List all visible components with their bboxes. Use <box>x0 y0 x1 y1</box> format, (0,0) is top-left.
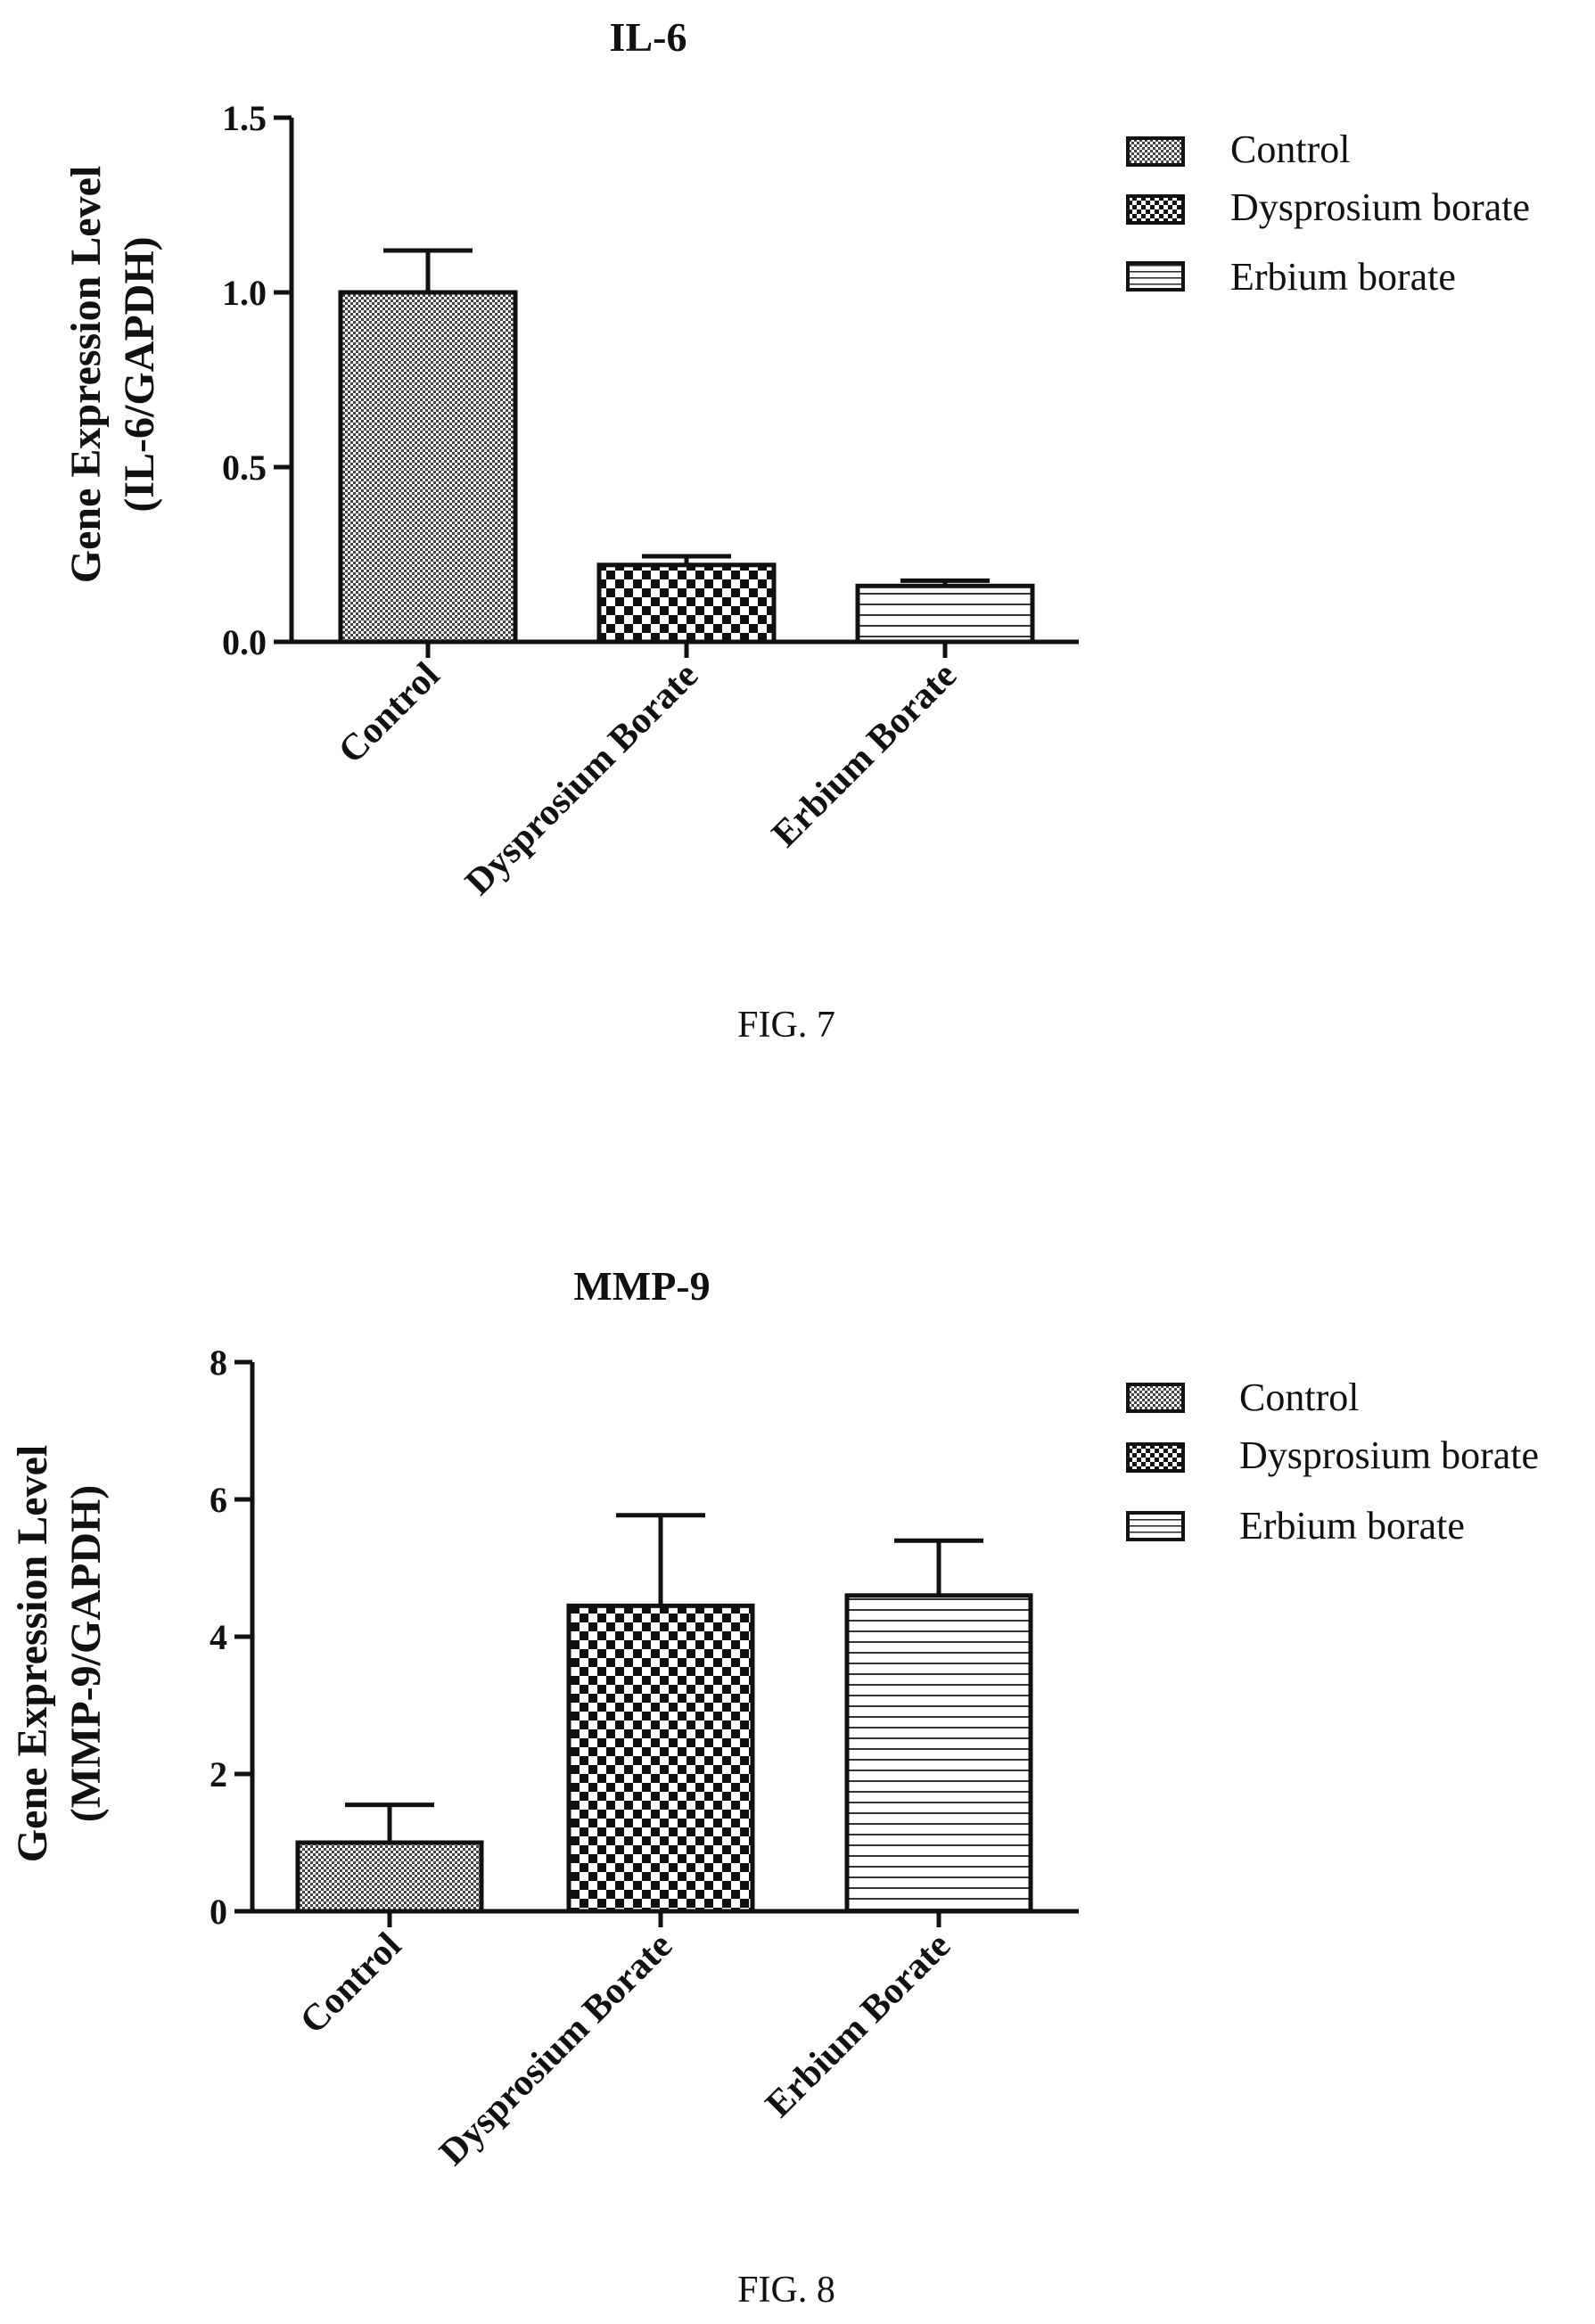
legend-swatch-erbium <box>1126 261 1185 292</box>
x-tick-labels: Control Dysprosium Borate Erbium Borate <box>331 655 965 904</box>
legend-swatch-control <box>1126 136 1185 167</box>
x-tick-labels: Control Dysprosium Borate Erbium Borate <box>292 1926 958 2174</box>
chart-title: MMP-9 <box>573 1263 710 1309</box>
x-tick-label-erbium-borate: Erbium Borate <box>758 1926 958 2126</box>
chart-il6: IL-6 Gene Expression Level (IL-6/GAPDH) … <box>62 14 1530 1046</box>
y-tick-label: 1.5 <box>222 98 267 138</box>
bar-control <box>295 1840 484 1914</box>
y-axis-ticks: 0.0 0.5 1.0 1.5 <box>222 98 292 662</box>
y-axis-title: Gene Expression Level (MMP-9/GAPDH) <box>9 1445 110 1862</box>
y-axis-title: Gene Expression Level (IL-6/GAPDH) <box>62 166 163 583</box>
y-tick-label: 8 <box>210 1343 227 1383</box>
figure-caption: FIG. 8 <box>737 2270 835 2311</box>
x-tick-label-control: Control <box>292 1926 409 2042</box>
legend-label-dysprosium: Dysprosium borate <box>1230 185 1530 229</box>
bars <box>338 248 1035 658</box>
bar-erbium-borate <box>855 583 1035 645</box>
y-tick-label: 1.0 <box>222 273 267 313</box>
legend-entry-control: Control <box>1126 127 1350 171</box>
y-axis-title-line1: Gene Expression Level <box>62 166 110 583</box>
y-tick-label: 0.0 <box>222 622 267 662</box>
legend-entry-erbium: Erbium borate <box>1126 1504 1465 1548</box>
bar-dysprosium-borate <box>566 1603 755 1914</box>
bar-control <box>338 290 518 645</box>
legend-entry-dysprosium: Dysprosium borate <box>1126 185 1530 229</box>
y-axis-ticks: 0 2 4 6 8 <box>210 1343 252 1932</box>
legend-entry-erbium: Erbium borate <box>1126 255 1456 299</box>
figure-caption: FIG. 7 <box>737 1005 835 1046</box>
legend: Control Dysprosium borate Erbium borate <box>1126 1376 1539 1548</box>
y-tick-label: 2 <box>210 1754 227 1794</box>
legend-label-control: Control <box>1239 1376 1359 1419</box>
x-tick-label-dysprosium-borate: Dysprosium Borate <box>457 655 706 904</box>
legend-swatch-dysprosium <box>1126 194 1185 225</box>
y-tick-label: 0 <box>210 1892 227 1932</box>
legend-label-erbium: Erbium borate <box>1239 1504 1465 1548</box>
legend-swatch-control <box>1126 1383 1185 1413</box>
x-tick-label-dysprosium-borate: Dysprosium Borate <box>432 1926 680 2174</box>
x-tick-label-erbium-borate: Erbium Borate <box>764 655 965 856</box>
y-tick-label: 6 <box>210 1480 227 1520</box>
legend-label-control: Control <box>1230 127 1350 171</box>
x-tick-label-control: Control <box>331 655 448 772</box>
bar-erbium-borate <box>844 1593 1033 1914</box>
y-axis-title-line2: (IL-6/GAPDH) <box>116 236 163 512</box>
bars <box>295 1513 1033 1927</box>
y-axis-title-line2: (MMP-9/GAPDH) <box>62 1485 110 1823</box>
legend-swatch-dysprosium <box>1126 1442 1185 1473</box>
y-tick-label: 4 <box>210 1617 227 1657</box>
legend: Control Dysprosium borate Erbium borate <box>1126 127 1530 299</box>
chart-title: IL-6 <box>610 14 687 60</box>
legend-entry-control: Control <box>1126 1376 1359 1419</box>
chart-mmp9: MMP-9 Gene Expression Level (MMP-9/GAPDH… <box>9 1263 1539 2311</box>
legend-swatch-erbium <box>1126 1511 1185 1541</box>
y-tick-label: 0.5 <box>222 448 267 488</box>
legend-label-dysprosium: Dysprosium borate <box>1239 1433 1539 1477</box>
bar-dysprosium-borate <box>596 563 777 645</box>
legend-entry-dysprosium: Dysprosium borate <box>1126 1433 1539 1477</box>
legend-label-erbium: Erbium borate <box>1230 255 1456 299</box>
y-axis-title-line1: Gene Expression Level <box>9 1445 56 1862</box>
